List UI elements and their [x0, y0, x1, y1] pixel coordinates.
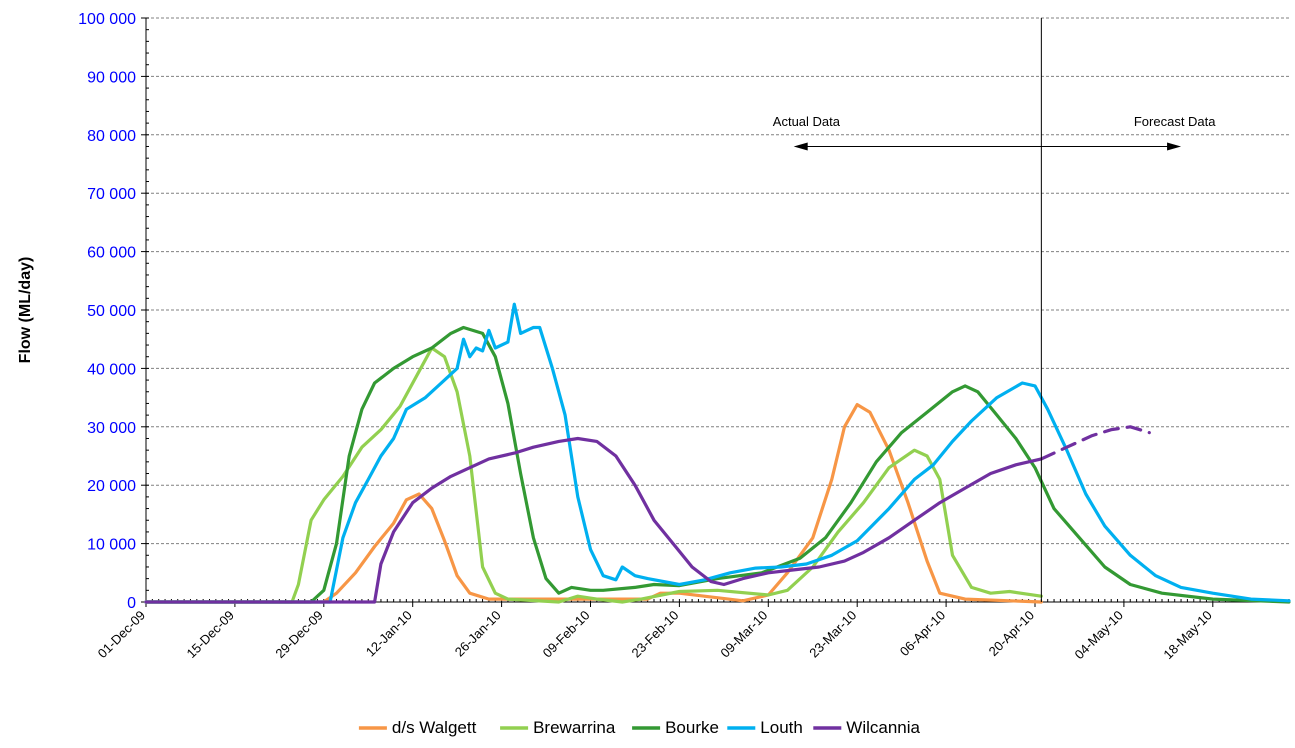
- x-tick-labels: 01-Dec-09 15-Dec-09 29-Dec-09 12-Jan-10 26-J…: [95, 608, 1215, 663]
- actual-data-label: Actual Data: [773, 114, 841, 129]
- x-tick-label: 23-Feb-10: [628, 608, 681, 661]
- y-axis-label: Flow (ML/day): [17, 257, 34, 364]
- legend-label-brewarrina: Brewarrina: [533, 718, 616, 737]
- x-tick-label: 09-Mar-10: [717, 608, 770, 661]
- x-tick-label: 09-Feb-10: [540, 608, 593, 661]
- y-tick-label: 30 000: [87, 420, 136, 437]
- legend-label-wilcannia: Wilcannia: [846, 718, 920, 737]
- y-tick-label: 10 000: [87, 537, 136, 554]
- legend-label-louth: Louth: [760, 718, 803, 737]
- y-tick-label: 80 000: [87, 128, 136, 145]
- x-tick-label: 15-Dec-09: [183, 608, 237, 662]
- x-tick-label: 29-Dec-09: [272, 608, 326, 662]
- x-tick-label: 01-Dec-09: [95, 608, 149, 662]
- x-tick-label: 12-Jan-10: [363, 608, 415, 660]
- actual-data-arrowhead: [793, 142, 808, 151]
- series-line-brewarrina: [144, 346, 1043, 604]
- y-tick-label: 40 000: [87, 361, 136, 378]
- series-line-forecast-wilcannia: [1039, 425, 1151, 461]
- y-tick-labels: 0 10 000 20 000 30 000 40 000 50 000 60 000 70 …: [78, 11, 136, 612]
- annotations: Actual Data Forecast Data: [773, 18, 1216, 602]
- series-line-d-s-walgett: [144, 403, 1043, 604]
- x-tick-label: 18-May-10: [1160, 608, 1215, 663]
- legend: d/s Walgett Brewarrina Bourke Louth Wilcanni…: [358, 718, 921, 737]
- y-tick-label: 70 000: [87, 186, 136, 203]
- y-tick-label: 60 000: [87, 245, 136, 262]
- series-line-wilcannia: [144, 436, 1043, 604]
- forecast-data-label: Forecast Data: [1134, 114, 1216, 129]
- gridlines: [146, 17, 1289, 545]
- y-tick-label: 50 000: [87, 303, 136, 320]
- x-tick-label: 20-Apr-10: [986, 608, 1037, 659]
- forecast-data-arrowhead: [1167, 142, 1182, 151]
- legend-label-bourke: Bourke: [665, 718, 719, 737]
- y-tick-label: 100 000: [78, 11, 136, 28]
- series-lines: [144, 302, 1291, 604]
- x-tick-label: 06-Apr-10: [897, 608, 948, 659]
- legend-label-d-s-walgett: d/s Walgett: [392, 718, 477, 737]
- y-tick-label: 0: [127, 595, 136, 612]
- series-line-bourke: [144, 325, 1291, 604]
- y-tick-label: 20 000: [87, 478, 136, 495]
- x-tick-label: 04-May-10: [1071, 608, 1126, 663]
- x-tick-label: 26-Jan-10: [452, 608, 504, 660]
- series-line-louth: [144, 302, 1291, 604]
- x-tick-label: 23-Mar-10: [806, 608, 859, 661]
- y-tick-label: 90 000: [87, 69, 136, 86]
